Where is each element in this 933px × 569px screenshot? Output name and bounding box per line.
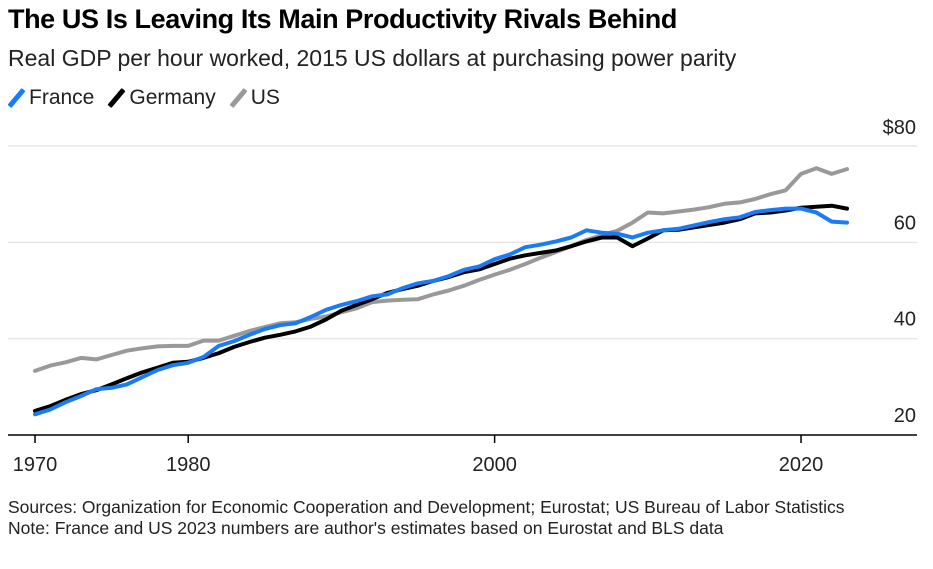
legend-label-germany: Germany (129, 86, 216, 109)
gridlines (8, 145, 917, 340)
chart-title: The US Is Leaving Its Main Productivity … (8, 4, 677, 34)
x-tick-label-2020: 2020 (779, 454, 824, 476)
x-tick-label-1980: 1980 (166, 454, 211, 476)
legend-item-us: US (229, 86, 280, 110)
legend-swatch-france (7, 87, 26, 109)
legend-label-us: US (250, 86, 280, 109)
x-tick-label-1970: 1970 (13, 454, 58, 476)
x-tick-label-2000: 2000 (472, 454, 517, 476)
legend-swatch-us (229, 87, 248, 109)
sources-text: Sources: Organization for Economic Coope… (8, 497, 845, 517)
legend: France Germany US (7, 86, 294, 110)
series-lines (33, 166, 849, 417)
y-tick-label-20: 20 (894, 405, 916, 427)
note-text: Note: France and US 2023 numbers are aut… (8, 518, 724, 538)
chart-subtitle: Real GDP per hour worked, 2015 US dollar… (8, 45, 737, 71)
x-axis: 1970 1980 2000 2020 (8, 434, 917, 476)
footer: Sources: Organization for Economic Coope… (8, 497, 908, 539)
legend-swatch-germany (107, 87, 126, 109)
y-tick-label-80: $80 (883, 117, 916, 139)
series-line-france (33, 206, 849, 417)
series-line-germany (33, 203, 849, 413)
y-tick-label-60: 60 (894, 212, 916, 234)
legend-item-germany: Germany (107, 86, 216, 110)
series-line-us (33, 166, 849, 373)
legend-label-france: France (29, 86, 95, 109)
legend-item-france: France (7, 86, 95, 110)
y-tick-label-40: 40 (894, 309, 916, 331)
y-axis: 20 40 60 $80 (883, 117, 916, 427)
